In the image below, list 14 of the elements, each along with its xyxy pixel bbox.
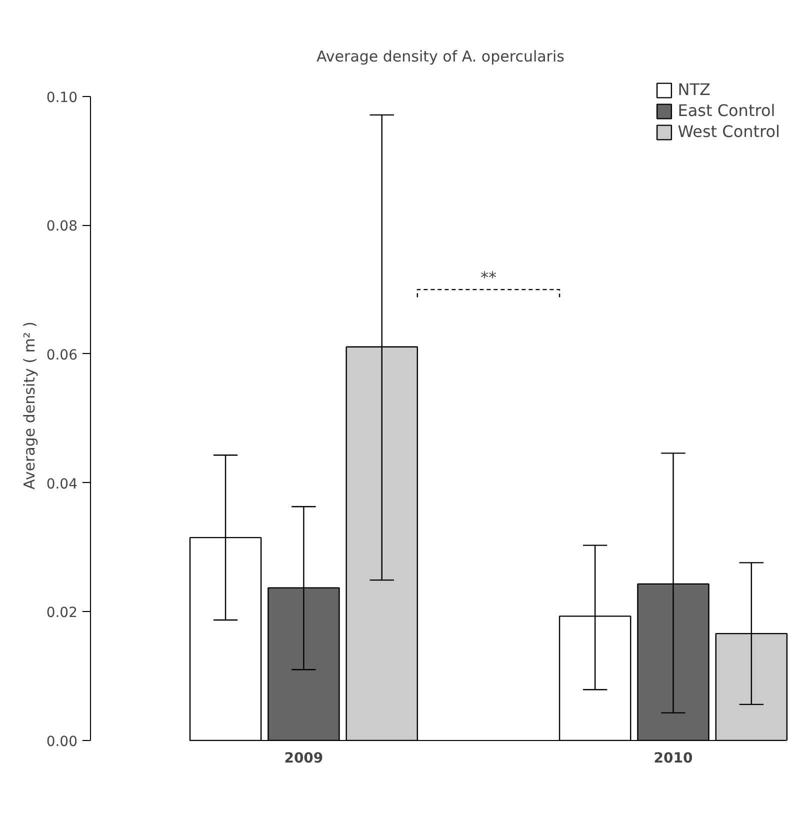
y-tick-label: 0.00 bbox=[46, 734, 78, 750]
x-tick-label: 2010 bbox=[654, 750, 693, 766]
annotation: ** bbox=[480, 268, 496, 288]
x-tick-label: 2009 bbox=[284, 750, 324, 766]
y-tick-label: 0.06 bbox=[46, 347, 78, 364]
legend-label: West Control bbox=[678, 122, 780, 141]
y-tick-label: 0.04 bbox=[46, 476, 78, 492]
y-tick-label: 0.08 bbox=[46, 218, 78, 235]
y-axis-title: Average density ( m² ) bbox=[20, 322, 38, 490]
y-tick-label: 0.02 bbox=[46, 605, 78, 622]
legend-label: NTZ bbox=[678, 80, 710, 99]
legend-label: East Control bbox=[678, 101, 776, 120]
y-tick-label: 0.10 bbox=[46, 90, 78, 106]
chart-title: Average density of A. opercularis bbox=[316, 48, 565, 66]
